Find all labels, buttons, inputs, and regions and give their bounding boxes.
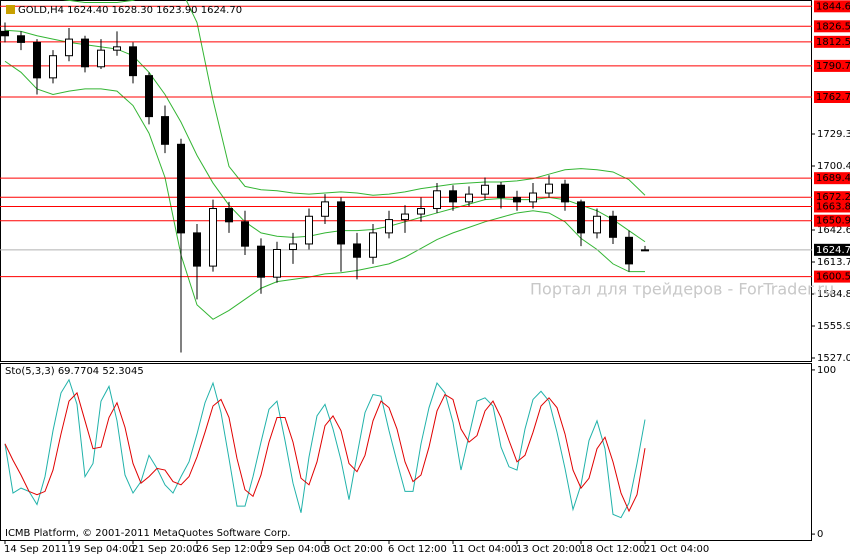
x-tick-label: 26 Sep 12:00 [196,544,263,555]
candle-body [257,245,265,278]
y-tick-label: 1527.00 [817,353,850,364]
level-label: 1663.85 [816,201,850,212]
stochastic-panel [0,363,812,541]
candle-body [113,46,121,51]
candle-body [369,232,377,258]
bollinger-lower [4,60,645,320]
main-title: GOLD,H4 1624.40 1628.30 1623.90 1624.70 [18,5,242,16]
candle-body [1,30,9,37]
candle-body [81,38,89,68]
main-plot [0,0,812,353]
candle-body [17,35,25,43]
candle-body [177,143,185,234]
candle-body [241,221,249,247]
level-label-box [814,20,850,33]
x-tick-label: 13 Oct 20:00 [516,544,581,555]
level-label-box [814,214,850,227]
candle-body [33,41,41,79]
x-tick-label: 21 Oct 04:00 [644,544,709,555]
x-tick-label: 14 Sep 2011 [4,544,67,555]
level-label: 1689.40 [816,173,850,184]
stochastic-plot [4,378,646,519]
y-tick-label: 1555.90 [817,321,850,332]
level-label: 1844.62 [816,1,850,12]
candle-body [481,184,489,195]
x-tick-label: 11 Oct 04:00 [452,544,517,555]
candle-body [577,201,585,234]
y-tick-label: 1700.40 [817,161,850,172]
candle-body [465,193,473,203]
candle-body [289,243,297,250]
x-tick-label: 3 Oct 20:00 [324,544,383,555]
current-price-box [814,243,850,256]
level-label: 1672.23 [816,192,850,203]
main-panel [0,0,812,362]
candle-body [305,215,313,245]
candle-body [273,248,281,278]
footer: ICMB Platform, © 2001-2011 MetaQuotes So… [5,528,291,539]
axes: 1729.30 1700.40 1642.60 1613.70 1584.80 1555.… [4,0,850,555]
candle-body [161,116,169,145]
y-tick-label: 1642.60 [817,225,850,236]
candle-body [65,38,73,57]
level-label: 1650.97 [816,216,850,227]
candle-body [417,208,425,215]
stochastic-line [4,391,646,513]
candle-body [145,75,153,118]
level-label-box [814,191,850,204]
level-label-box [814,0,850,13]
symbol-icon [6,5,15,14]
y-tick-label: 1584.80 [817,289,850,300]
x-tick-label: 21 Sep 20:00 [132,544,199,555]
bollinger-middle [4,29,646,243]
x-tick-label: 18 Oct 12:00 [580,544,645,555]
candle-body [193,232,201,267]
candle-body [593,215,601,234]
level-label-box [814,90,850,103]
candle-body [449,190,457,203]
level-label-box [814,200,850,213]
candle-body [625,236,633,265]
candle-body [513,196,521,203]
candle-body [209,208,217,267]
y-tick-label: 1613.70 [817,257,850,268]
level-label-box [814,35,850,48]
candle-body [353,243,361,258]
level-label: 1762.71 [816,92,850,103]
x-tick-label: 6 Oct 12:00 [388,544,447,555]
y-tick-label: 1729.30 [817,129,850,140]
candle-body [385,219,393,234]
level-label: 1600.53 [816,272,850,283]
candle-body [545,183,553,194]
x-tick-label: 19 Sep 04:00 [68,544,135,555]
bollinger-upper [62,0,646,196]
y-tick-label: 100 [817,365,836,376]
level-label-box [814,172,850,185]
candle-body [49,55,57,79]
candle-body [529,192,537,203]
stochastic-line [4,378,646,519]
level-label: 1812.52 [816,37,850,48]
y-tick-label: 0 [817,529,823,540]
candle-body [561,183,569,203]
candle-body [401,213,409,221]
candle-body [609,215,617,238]
level-label-box [814,270,850,283]
candle-body [225,208,233,223]
candle-body [337,201,345,245]
x-tick-label: 29 Sep 04:00 [260,544,327,555]
candle-body [497,184,505,198]
candle-body [321,201,329,217]
level-label: 1826.57 [816,21,850,32]
level-label-box [814,59,850,72]
watermark: Портал для трейдеров - ForTrader.ru [530,280,834,299]
candle-body [129,46,137,77]
stochastic-title: Sto(5,3,3) 69.7704 52.3045 [5,366,144,377]
candle-body [641,249,649,252]
candle-body [97,49,105,68]
candle-body [433,190,441,210]
current-price-label: 1624.70 [816,245,850,256]
level-label: 1790.79 [816,61,850,72]
